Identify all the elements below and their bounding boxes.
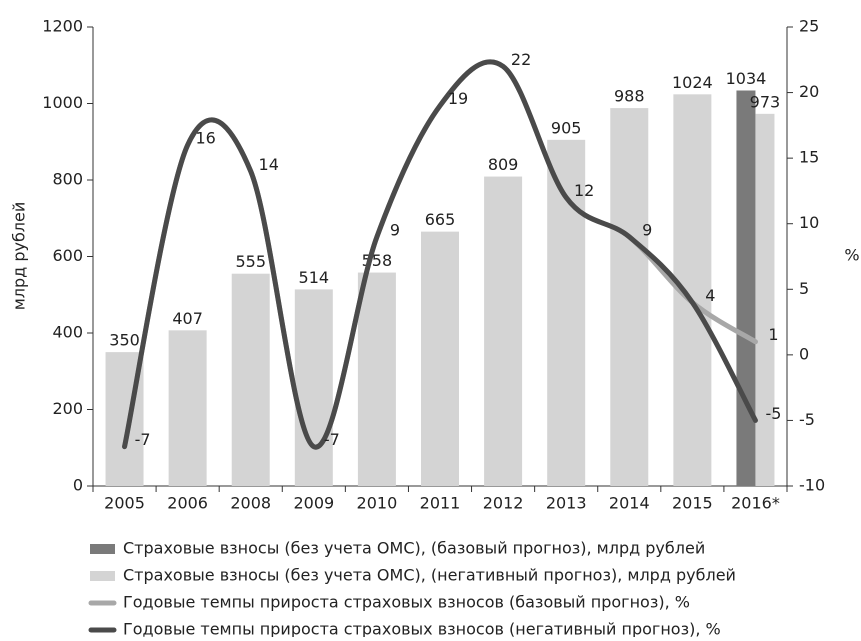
line-value-label: 19 [448, 89, 468, 108]
y-tick-label: 1200 [42, 17, 83, 36]
bar-value-label: 350 [109, 331, 140, 350]
x-tick-label: 2015 [672, 494, 713, 513]
bar-value-label: 809 [488, 155, 519, 174]
bar-value-label: 1024 [672, 73, 713, 92]
bar [484, 176, 523, 486]
line-value-label: 4 [705, 286, 715, 305]
y2-tick-label: -5 [799, 410, 815, 429]
line-value-label: -7 [324, 430, 340, 449]
y2-axis-label: % [844, 246, 859, 265]
bar [294, 289, 333, 486]
x-tick-label: 2005 [104, 494, 145, 513]
bar-value-label: 514 [299, 268, 330, 287]
line-value-label: -7 [135, 430, 151, 449]
bar-value-label: 905 [551, 118, 582, 137]
legend-swatch [90, 571, 115, 581]
bar [231, 273, 270, 486]
bar-value-label: 1034 [726, 69, 767, 88]
line-value-label: 16 [195, 129, 215, 148]
x-tick-label: 2011 [420, 494, 461, 513]
legend-label: Страховые взносы (без учета ОМС), (негат… [123, 566, 736, 585]
y2-tick-label: 25 [799, 17, 819, 36]
y2-tick-label: 5 [799, 279, 809, 298]
legend-label: Годовые темпы прироста страховых взносов… [123, 593, 690, 612]
legend-label: Страховые взносы (без учета ОМС), (базов… [123, 539, 705, 558]
line-value-label: 14 [259, 155, 279, 174]
x-tick-label: 2006 [167, 494, 208, 513]
line [122, 59, 758, 450]
x-tick-label: 2012 [483, 494, 524, 513]
legend-swatch [90, 544, 115, 554]
y-tick-label: 1000 [42, 93, 83, 112]
x-tick-label: 2009 [293, 494, 334, 513]
y-tick-label: 400 [52, 323, 83, 342]
y-tick-label: 800 [52, 170, 83, 189]
x-tick-label: 2014 [609, 494, 650, 513]
y-tick-label: 600 [52, 246, 83, 265]
bar [736, 90, 756, 487]
x-tick-label: 2016* [731, 494, 780, 513]
y2-tick-label: 20 [799, 82, 819, 101]
y-tick-label: 200 [52, 399, 83, 418]
bar [610, 108, 649, 486]
bar [357, 272, 396, 486]
line-value-label: 12 [574, 181, 594, 200]
y2-tick-label: 15 [799, 148, 819, 167]
y-axis-label: млрд рублей [10, 202, 29, 311]
bar-value-label: 988 [614, 87, 645, 106]
bar [168, 330, 207, 486]
x-tick-label: 2013 [546, 494, 587, 513]
y2-tick-label: 0 [799, 344, 809, 363]
line-value-label: 9 [390, 220, 400, 239]
bar [755, 113, 775, 486]
x-tick-label: 2010 [357, 494, 398, 513]
y2-tick-label: -10 [799, 476, 825, 495]
y2-tick-label: 10 [799, 213, 819, 232]
bar-value-label: 555 [235, 252, 266, 271]
line-value-label: -5 [765, 404, 781, 423]
bar-value-label: 973 [750, 92, 781, 111]
bar-value-label: 407 [172, 309, 203, 328]
line-value-label: 22 [511, 50, 531, 69]
line-value-label: 9 [642, 220, 652, 239]
legend-label: Годовые темпы прироста страховых взносов… [123, 620, 721, 638]
bar [421, 231, 459, 486]
line-value-label: 1 [768, 325, 778, 344]
x-tick-label: 2008 [230, 494, 271, 513]
bar-value-label: 665 [425, 210, 456, 229]
y-tick-label: 0 [73, 476, 83, 495]
